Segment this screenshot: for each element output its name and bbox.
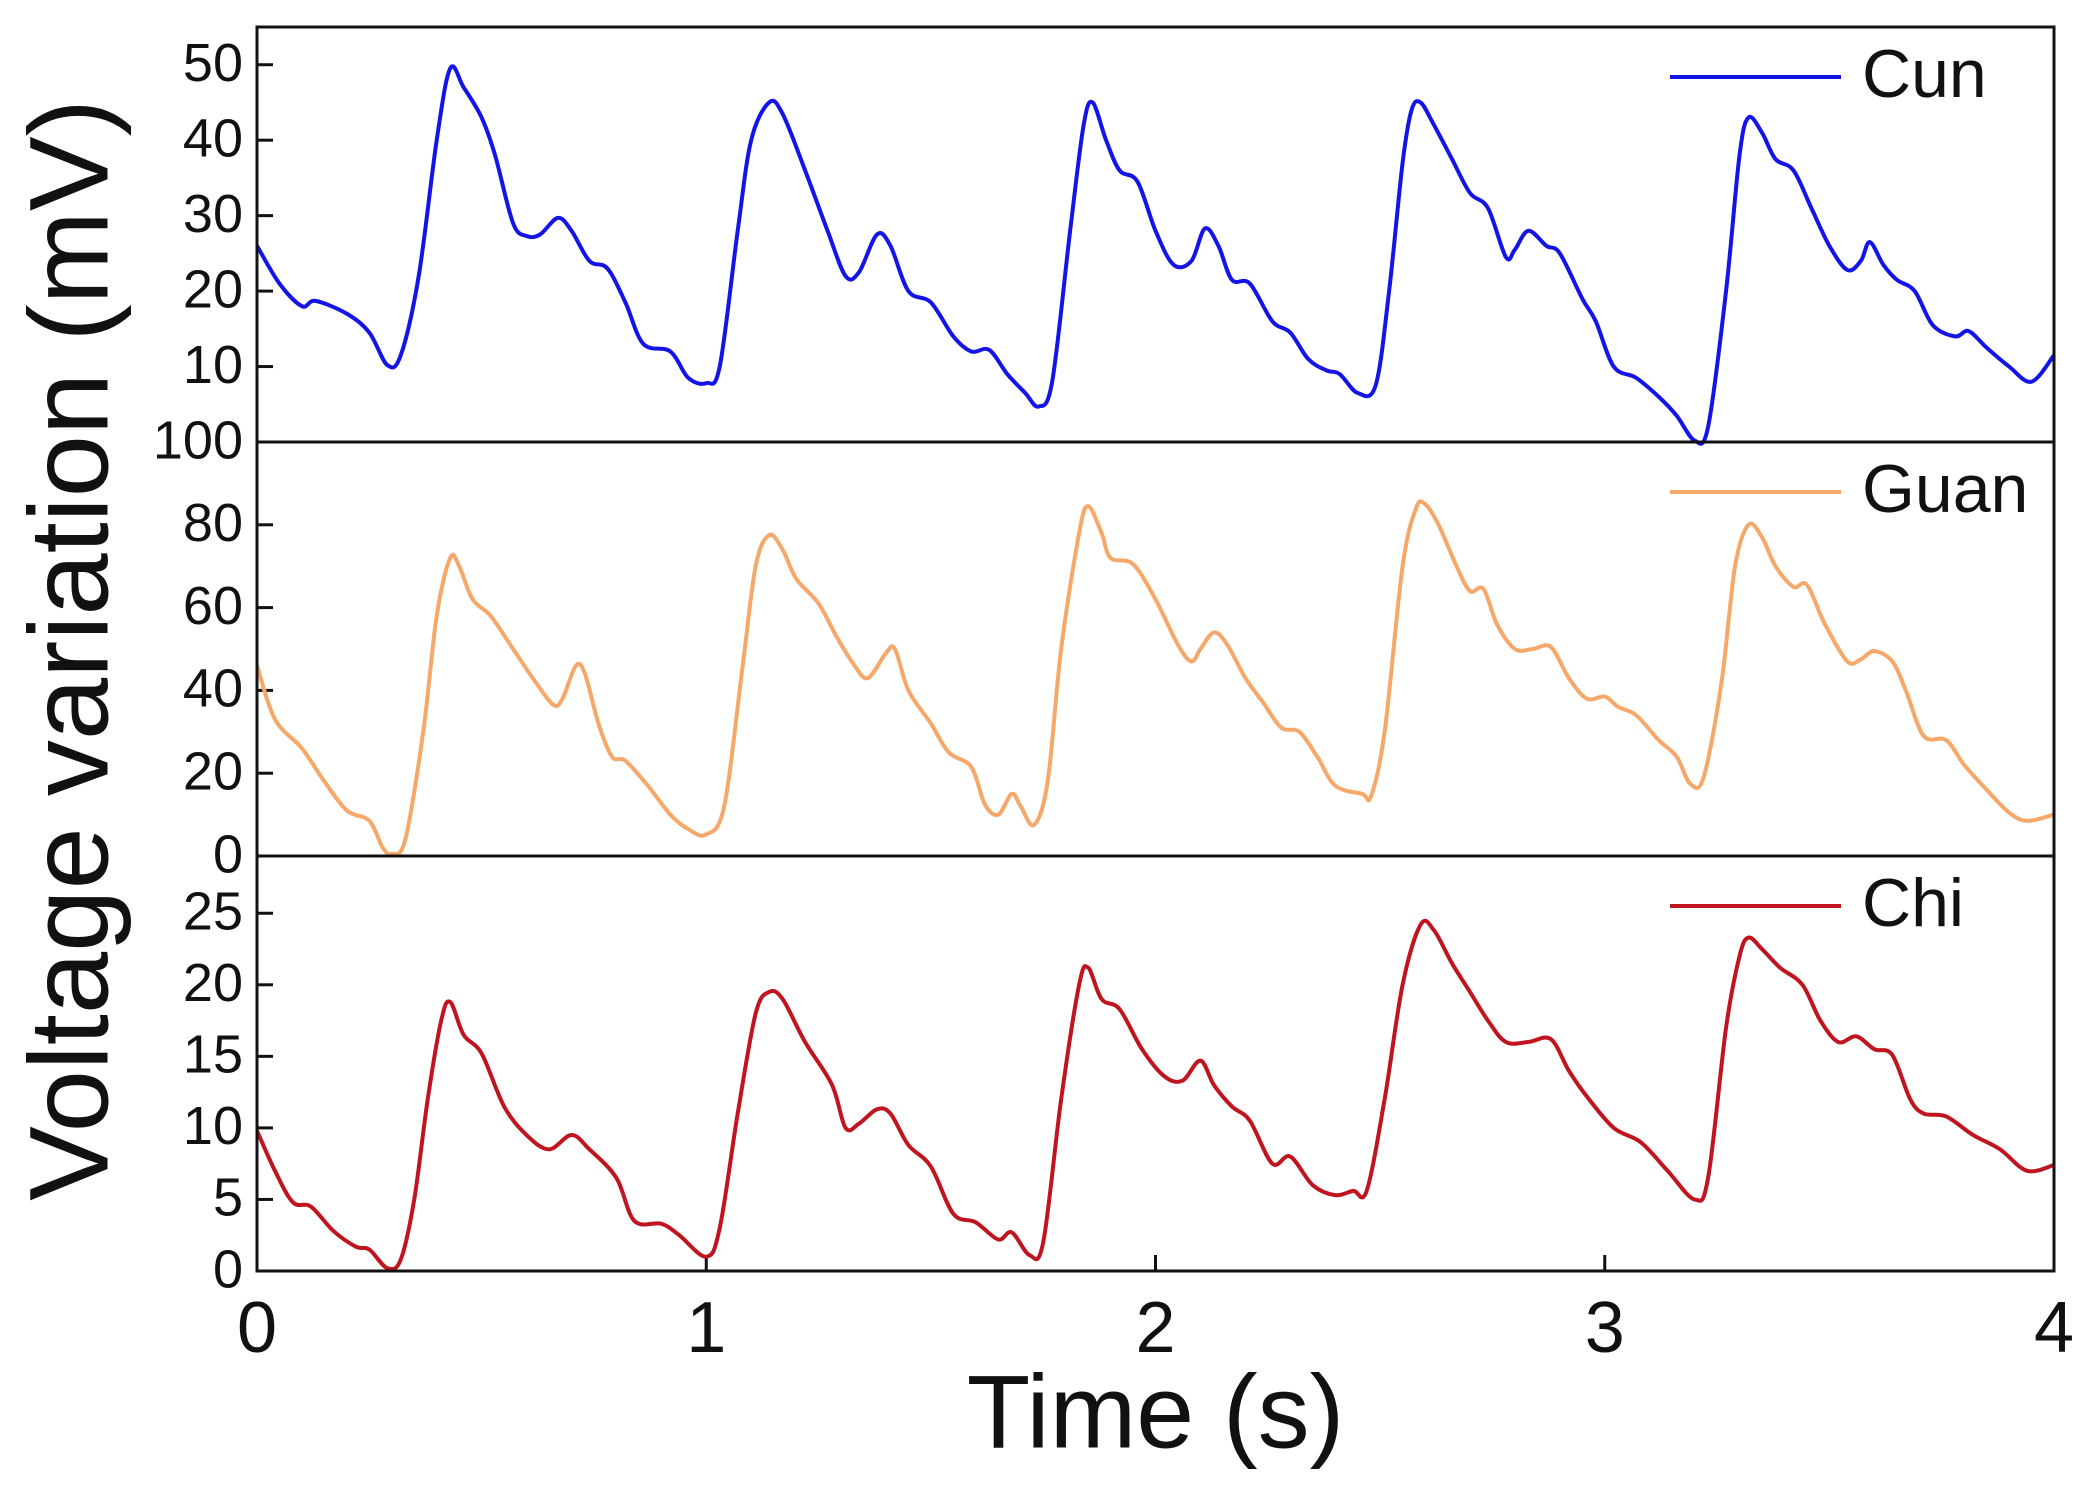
y-tick-label: 25 — [183, 882, 243, 942]
y-axis-label: Voltage variation (mV) — [7, 99, 132, 1201]
y-tick-label: 30 — [183, 184, 243, 244]
y-tick-label: 40 — [183, 108, 243, 168]
y-tick-label: 50 — [183, 33, 243, 93]
data-line — [255, 918, 2055, 1272]
plot-frame — [255, 854, 2056, 1273]
y-tick-label: 5 — [213, 1168, 243, 1228]
y-tick-label: 20 — [183, 259, 243, 319]
y-tick-label: 80 — [183, 493, 243, 553]
data-line — [255, 499, 2055, 857]
x-tick-label: 2 — [1135, 1288, 1175, 1368]
y-tick-label: 100 — [153, 410, 243, 470]
data-line — [255, 64, 2056, 446]
y-tick-label: 10 — [183, 1096, 243, 1156]
y-tick-label: 40 — [183, 659, 243, 719]
legend-label: Guan — [1862, 451, 2028, 527]
y-tick-label: 0 — [213, 1239, 243, 1299]
y-tick-label: 0 — [213, 824, 243, 884]
y-tick-label: 20 — [183, 953, 243, 1013]
x-tick-label: 4 — [2034, 1288, 2074, 1368]
y-tick-label: 10 — [183, 335, 243, 395]
legend-label: Cun — [1862, 36, 1987, 112]
y-tick-label: 15 — [183, 1025, 243, 1085]
y-tick-label: 20 — [183, 741, 243, 801]
x-tick-label: 1 — [686, 1288, 726, 1368]
plot-frame — [255, 440, 2056, 858]
x-tick-label: 3 — [1585, 1288, 1625, 1368]
x-tick-label: 0 — [237, 1288, 277, 1368]
legend-label: Chi — [1862, 865, 1964, 941]
y-tick-label: 60 — [183, 576, 243, 636]
x-axis-label: Time (s) — [967, 1354, 1344, 1470]
